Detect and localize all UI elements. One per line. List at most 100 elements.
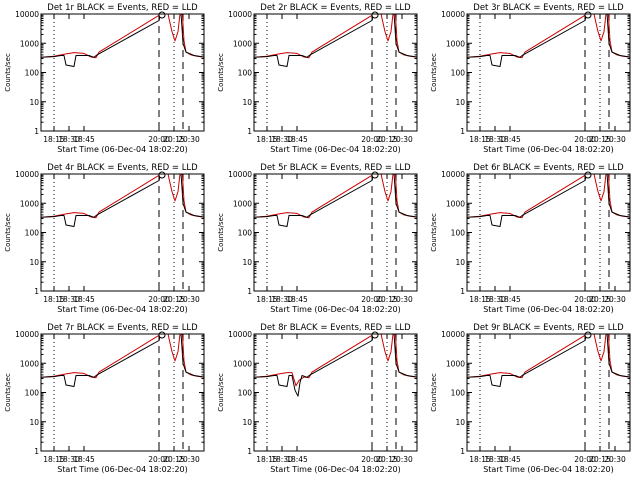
plot-frame bbox=[40, 13, 205, 132]
x-axis-label: Start Time (06-Dec-04 18:02:20) bbox=[483, 465, 614, 474]
y-tick-label: 10 bbox=[455, 418, 465, 427]
x-tick-label: 20:00 bbox=[361, 295, 383, 304]
detector-panel: Det 1r BLACK = Events, RED = LLD 1 10 100 10… bbox=[4, 3, 205, 154]
peak-marker-circle bbox=[158, 331, 166, 339]
y-tick-label: 10 bbox=[242, 98, 252, 107]
series-group bbox=[254, 174, 417, 227]
series-group bbox=[41, 334, 204, 387]
x-axis-label: Start Time (06-Dec-04 18:02:20) bbox=[57, 145, 188, 154]
x-tick-label: 18:45 bbox=[73, 455, 95, 464]
y-tick-label: 100 bbox=[25, 389, 40, 398]
y-axis-label: Counts/sec bbox=[217, 213, 225, 252]
lld-series-line bbox=[254, 174, 417, 219]
lld-series-line bbox=[254, 14, 417, 59]
series-group bbox=[254, 334, 417, 397]
detector-panel: Det 6r BLACK = Events, RED = LLD 1 10 100 10… bbox=[430, 163, 631, 314]
peak-marker-circle bbox=[158, 171, 166, 179]
y-tick-label: 1 bbox=[34, 127, 39, 136]
peak-marker-circle bbox=[584, 11, 592, 19]
y-tick-label: 1000 bbox=[233, 39, 252, 48]
panel-title: Det 8r BLACK = Events, RED = LLD bbox=[260, 323, 411, 333]
peak-marker-circle bbox=[584, 171, 592, 179]
series-group bbox=[254, 14, 417, 67]
x-tick-label: 18:30 bbox=[58, 135, 80, 144]
x-tick-label: 20:30 bbox=[178, 455, 200, 464]
x-tick-label: 18:45 bbox=[499, 455, 521, 464]
y-tick-label: 100 bbox=[238, 69, 253, 78]
events-series-line bbox=[254, 334, 417, 397]
y-tick-label: 1 bbox=[460, 287, 465, 296]
x-tick-label: 20:15 bbox=[376, 135, 398, 144]
x-tick-label: 20:15 bbox=[589, 455, 611, 464]
y-tick-label: 10 bbox=[29, 418, 39, 427]
series-group bbox=[41, 14, 204, 67]
series-group bbox=[467, 174, 630, 227]
x-tick-label: 20:00 bbox=[574, 135, 596, 144]
y-tick-label: 10000 bbox=[228, 330, 252, 339]
lld-series-line bbox=[467, 334, 630, 379]
y-tick-label: 10000 bbox=[15, 170, 39, 179]
y-tick-label: 100 bbox=[451, 69, 466, 78]
x-axis-label: Start Time (06-Dec-04 18:02:20) bbox=[483, 145, 614, 154]
x-tick-label: 18:45 bbox=[499, 295, 521, 304]
x-tick-label: 20:15 bbox=[376, 455, 398, 464]
y-tick-label: 1000 bbox=[446, 359, 465, 368]
events-series-line bbox=[467, 334, 630, 387]
x-tick-label: 20:15 bbox=[589, 135, 611, 144]
x-tick-label: 20:15 bbox=[376, 295, 398, 304]
y-tick-label: 1000 bbox=[446, 199, 465, 208]
y-tick-label: 1 bbox=[34, 447, 39, 456]
y-tick-label: 10000 bbox=[441, 10, 465, 19]
detector-panel: Det 4r BLACK = Events, RED = LLD 1 10 100 10… bbox=[4, 163, 205, 314]
x-tick-label: 18:30 bbox=[484, 295, 506, 304]
x-axis-label: Start Time (06-Dec-04 18:02:20) bbox=[57, 305, 188, 314]
y-tick-label: 1000 bbox=[20, 199, 39, 208]
y-tick-label: 10 bbox=[29, 98, 39, 107]
y-tick-label: 100 bbox=[25, 69, 40, 78]
y-tick-label: 10 bbox=[242, 258, 252, 267]
y-tick-label: 10000 bbox=[441, 330, 465, 339]
events-series-line bbox=[41, 174, 204, 227]
lld-series-line bbox=[41, 14, 204, 59]
x-tick-label: 18:30 bbox=[271, 135, 293, 144]
peak-marker-circle bbox=[158, 11, 166, 19]
lld-series-line bbox=[254, 334, 417, 387]
x-tick-label: 20:15 bbox=[163, 455, 185, 464]
x-tick-label: 20:00 bbox=[361, 455, 383, 464]
x-axis-label: Start Time (06-Dec-04 18:02:20) bbox=[483, 305, 614, 314]
x-tick-label: 20:30 bbox=[178, 295, 200, 304]
y-tick-label: 100 bbox=[25, 229, 40, 238]
peak-marker-circle bbox=[584, 331, 592, 339]
series-group bbox=[41, 174, 204, 227]
x-tick-label: 18:45 bbox=[286, 135, 308, 144]
x-tick-label: 18:45 bbox=[73, 295, 95, 304]
x-tick-label: 18:30 bbox=[484, 135, 506, 144]
lld-series-line bbox=[41, 174, 204, 219]
peak-marker-circle bbox=[371, 11, 379, 19]
y-tick-label: 1000 bbox=[20, 39, 39, 48]
y-tick-label: 100 bbox=[238, 229, 253, 238]
y-tick-label: 10 bbox=[455, 98, 465, 107]
y-tick-label: 10 bbox=[29, 258, 39, 267]
panel-title: Det 1r BLACK = Events, RED = LLD bbox=[47, 3, 198, 13]
detector-panel: Det 2r BLACK = Events, RED = LLD 1 10 100 10… bbox=[217, 3, 418, 154]
x-tick-label: 20:15 bbox=[589, 295, 611, 304]
y-axis-label: Counts/sec bbox=[4, 53, 12, 92]
x-tick-label: 20:00 bbox=[574, 295, 596, 304]
panel-title: Det 7r BLACK = Events, RED = LLD bbox=[47, 323, 198, 333]
y-axis-label: Counts/sec bbox=[217, 53, 225, 92]
y-tick-label: 1 bbox=[247, 447, 252, 456]
x-tick-label: 18:45 bbox=[499, 135, 521, 144]
x-tick-label: 18:15 bbox=[256, 295, 278, 304]
x-tick-label: 20:30 bbox=[604, 135, 626, 144]
y-tick-label: 1 bbox=[247, 287, 252, 296]
plot-frame bbox=[466, 173, 631, 292]
detector-panel: Det 3r BLACK = Events, RED = LLD 1 10 100 10… bbox=[430, 3, 631, 154]
y-tick-label: 10 bbox=[455, 258, 465, 267]
panel-title: Det 5r BLACK = Events, RED = LLD bbox=[260, 163, 411, 173]
events-series-line bbox=[41, 14, 204, 67]
x-tick-label: 20:30 bbox=[391, 455, 413, 464]
lld-series-line bbox=[41, 334, 204, 379]
panel-title: Det 2r BLACK = Events, RED = LLD bbox=[260, 3, 411, 13]
plot-frame bbox=[466, 13, 631, 132]
